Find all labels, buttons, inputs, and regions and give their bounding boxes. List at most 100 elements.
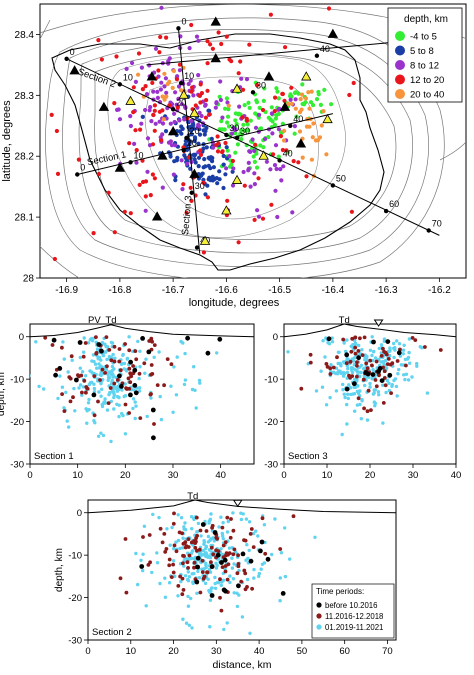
seismic-station-marker [301,71,312,81]
hypocenter-point [134,404,138,408]
hypocenter-point [193,545,198,550]
hypocenter-point [371,339,376,345]
epicenter-point [225,100,230,105]
hypocenter-point [219,583,223,587]
hypocenter-point [109,358,114,363]
epicenter-point [300,155,305,160]
hypocenter-point [182,382,187,387]
section-distance-marker [426,228,431,233]
epicenter-point [292,131,297,136]
hypocenter-point [70,358,74,362]
hypocenter-point [186,545,191,549]
hypocenter-point [102,401,107,405]
section-distance-marker [64,56,69,61]
epicenter-point [317,135,323,140]
hypocenter-point [207,519,211,524]
hypocenter-point [319,369,323,373]
section-frame [29,323,255,465]
hypocenter-point [217,336,223,342]
hypocenter-point [148,392,153,397]
hypocenter-point [141,568,145,573]
section-distance-marker [170,107,176,112]
epicenter-point [205,39,210,44]
epicenter-point [226,103,231,108]
hypocenter-point [407,337,412,341]
hypocenter-point [132,383,138,388]
hypocenter-point [78,383,83,387]
epicenter-point [189,118,194,124]
hypocenter-point [84,390,88,395]
hypocenter-point [247,548,251,553]
hypocenter-point [369,408,373,412]
epicenter-point [304,124,310,129]
epicenter-point [273,116,278,121]
map-x-tick-label: -16.6 [215,285,238,296]
section-distance-marker [178,80,184,86]
section-title: Section 1 [34,451,74,462]
hypocenter-point [150,570,154,575]
epicenter-point [297,129,303,134]
epicenter-point [211,165,216,170]
epicenter-point [210,178,215,183]
hypocenter-point [245,543,249,547]
epicenter-point [274,86,279,91]
hypocenter-point [146,349,152,355]
hypocenter-point [196,521,201,526]
hypocenter-point [370,353,374,358]
hypocenter-point [77,340,83,345]
epicenter-point [236,71,241,76]
hypocenter-point [105,345,110,349]
hypocenter-point [128,380,133,385]
hypocenter-point [168,543,172,547]
hypocenter-point [60,345,64,350]
epicenter-point [236,111,241,116]
epicenter-point [272,109,277,114]
hypocenter-point [158,394,162,399]
hypocenter-point [395,339,399,343]
hypocenter-point [358,402,362,407]
epicenter-point [196,164,201,169]
map-x-tick-label: -16.9 [55,285,78,296]
section-frame [283,323,457,465]
hypocenter-point [283,526,287,530]
hypocenter-point [338,361,342,366]
epicenter-point [96,38,101,43]
hypocenter-point [99,348,104,354]
epicenter-point [215,181,220,186]
epicenter-point [246,166,251,171]
epicenter-point [238,59,243,64]
hypocenter-point [94,351,99,356]
hypocenter-point [344,361,349,366]
seismic-station-marker [189,168,200,178]
depth-legend-swatch [395,74,405,85]
hypocenter-point [382,376,387,380]
hypocenter-point [104,335,109,339]
hypocenter-point [399,363,403,367]
section-distance-marker [277,158,282,163]
topography-profile [29,324,255,338]
hypocenter-point [336,372,340,376]
section-y-tick-label: -20 [68,593,82,604]
hypocenter-point [131,364,136,368]
hypocenter-point [239,511,243,515]
hypocenter-point [106,376,111,380]
epicenter-point [281,138,287,143]
hypocenter-point [91,392,97,398]
hypocenter-point [418,345,422,349]
hypocenter-point [219,547,223,551]
hypocenter-point [190,527,194,531]
epicenter-point [282,128,287,133]
hypocenter-point [186,604,191,608]
hypocenter-point [381,421,385,425]
hypocenter-point [244,558,248,562]
hypocenter-point [71,395,75,400]
hypocenter-point [232,547,237,552]
epicenter-point [210,46,215,51]
hypocenter-point [250,586,255,591]
epicenter-point [198,148,203,153]
epicenter-point [303,100,308,105]
hypocenter-point [155,551,159,555]
hypocenter-point [222,627,226,632]
epicenter-point [172,119,177,125]
epicenter-point [157,119,162,124]
